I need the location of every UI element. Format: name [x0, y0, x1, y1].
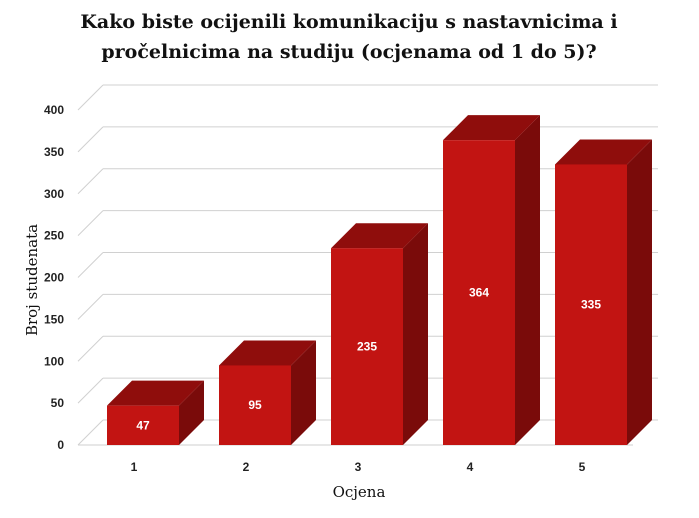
data-label: 364 — [469, 286, 489, 300]
gridline-diagonal — [77, 294, 104, 320]
y-tick-label: 200 — [44, 271, 64, 285]
bar-top — [555, 139, 652, 165]
y-tick-label: 400 — [44, 103, 64, 117]
data-label: 95 — [248, 398, 262, 412]
gridline-diagonal — [77, 377, 104, 404]
x-tick-label: 4 — [467, 460, 474, 474]
gridline-diagonal — [77, 168, 104, 195]
x-axis-ticks: 1 2 3 4 5 — [131, 460, 586, 474]
bar-front — [107, 405, 179, 445]
x-tick-label: 2 — [243, 460, 250, 474]
gridline-diagonal — [77, 210, 104, 236]
y-tick-label: 100 — [44, 354, 64, 368]
bars: 47 95 235 364 335 — [107, 115, 652, 446]
x-axis-title: Ocjena — [333, 483, 386, 501]
bar-5: 335 — [555, 139, 652, 445]
data-label: 235 — [357, 340, 377, 354]
gridline-diagonal — [77, 252, 104, 278]
bar-1: 47 — [107, 380, 204, 445]
x-tick-label: 3 — [355, 460, 362, 474]
gridline-diagonal — [77, 419, 104, 446]
bar-front — [331, 248, 403, 445]
y-tick-label: 350 — [44, 145, 64, 159]
y-tick-label: 0 — [57, 438, 64, 452]
gridline-diagonal — [77, 335, 104, 362]
x-tick-label: 5 — [579, 460, 586, 474]
bar-front — [443, 140, 515, 445]
y-tick-label: 250 — [44, 229, 64, 243]
bar-top — [443, 115, 540, 141]
y-tick-label: 150 — [44, 312, 64, 326]
bar-side — [403, 223, 428, 445]
bar-top — [107, 380, 204, 406]
bar-side — [515, 115, 540, 446]
x-tick-label: 1 — [131, 460, 138, 474]
y-axis-title: Broj studenata — [23, 224, 41, 336]
gridline-diagonal — [77, 84, 104, 111]
bar-top — [331, 223, 428, 249]
y-tick-label: 50 — [51, 396, 65, 410]
bar-front — [555, 164, 627, 445]
chart-title-line-2: pročelnicima na studiju (ocjenama od 1 d… — [101, 41, 596, 63]
bar-side — [291, 340, 316, 445]
data-label: 47 — [136, 418, 150, 432]
data-label: 335 — [581, 298, 601, 312]
bar-3: 235 — [331, 223, 428, 445]
bar-side — [179, 380, 204, 445]
chart-title: Kako biste ocijenili komunikaciju s nast… — [80, 11, 617, 63]
chart-title-line-1: Kako biste ocijenili komunikaciju s nast… — [80, 11, 617, 33]
bar-side — [627, 139, 652, 445]
y-tick-label: 300 — [44, 187, 64, 201]
bar-top — [219, 340, 316, 366]
gridline-diagonal — [77, 126, 104, 153]
bar-2: 95 — [219, 340, 316, 445]
y-axis-ticks: 0 50 100 150 200 250 300 350 400 — [44, 103, 64, 452]
bar-front — [219, 365, 291, 445]
bar-4: 364 — [443, 115, 540, 446]
